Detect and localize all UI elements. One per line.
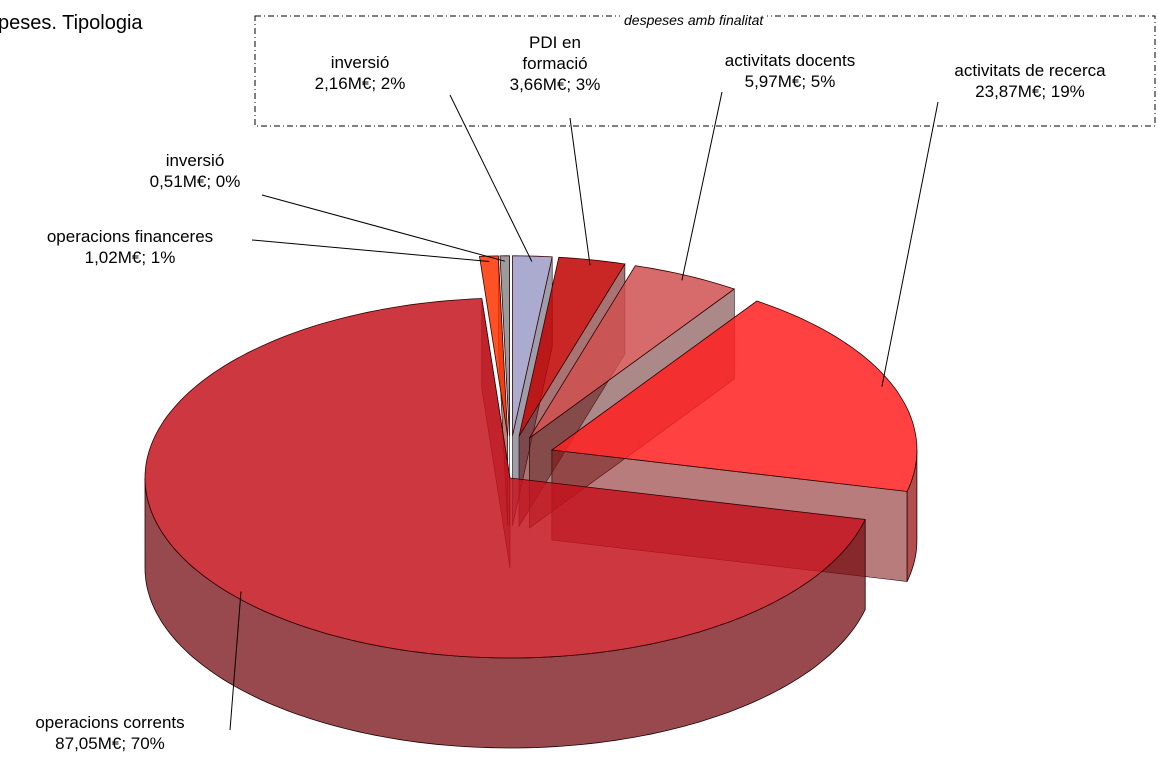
slice-name: operacions financeres	[46, 227, 214, 246]
slice-value-label: 3,66M€; 3%	[509, 75, 601, 94]
slice	[499, 255, 510, 436]
slice	[144, 298, 866, 659]
slice-label: inversió 2,16M€; 2%	[245, 52, 475, 94]
slice-value-label: 0,51M€; 0%	[149, 172, 241, 191]
slice-name: inversió	[165, 151, 225, 170]
leader-line	[569, 117, 591, 266]
leader-line	[449, 94, 533, 262]
leader-line	[229, 591, 242, 731]
slice-label: activitats de recerca 23,87M€; 19%	[915, 60, 1145, 102]
slice	[529, 265, 736, 439]
annotation: despeses amb finalitat	[620, 12, 768, 28]
slice-value-label: 5,97M€; 5%	[744, 72, 836, 91]
slice	[479, 255, 509, 436]
leader-line	[251, 239, 490, 262]
leader-line	[261, 194, 506, 262]
slice-name: activitats de recerca	[954, 61, 1106, 80]
slice-name: inversió	[330, 53, 390, 72]
annotation-box	[254, 15, 1156, 127]
slice-label: inversió 0,51M€; 0%	[80, 150, 310, 192]
slice-value-label: 2,16M€; 2%	[314, 74, 406, 93]
slice	[512, 255, 553, 436]
slice-label: operacions financeres 1,02M€; 1%	[15, 226, 245, 268]
slice	[550, 300, 918, 492]
slice-name: activitats docents	[724, 51, 856, 70]
leader-line	[681, 91, 723, 281]
leader-line	[881, 101, 939, 387]
slice-label: PDI en formació 3,66M€; 3%	[440, 32, 670, 95]
slice-value-label: 1,02M€; 1%	[84, 248, 176, 267]
chart-title: peses. Tipologia	[0, 12, 143, 34]
slice-name: operacions corrents	[35, 713, 185, 732]
slice-value-label: 23,87M€; 19%	[975, 82, 1085, 101]
slice-name: PDI en formació	[522, 33, 588, 73]
slice-value-label: 87,05M€; 70%	[55, 734, 165, 753]
slice-label: operacions corrents 87,05M€; 70%	[0, 712, 225, 754]
slice-label: activitats docents 5,97M€; 5%	[675, 50, 905, 92]
slice	[518, 256, 626, 437]
